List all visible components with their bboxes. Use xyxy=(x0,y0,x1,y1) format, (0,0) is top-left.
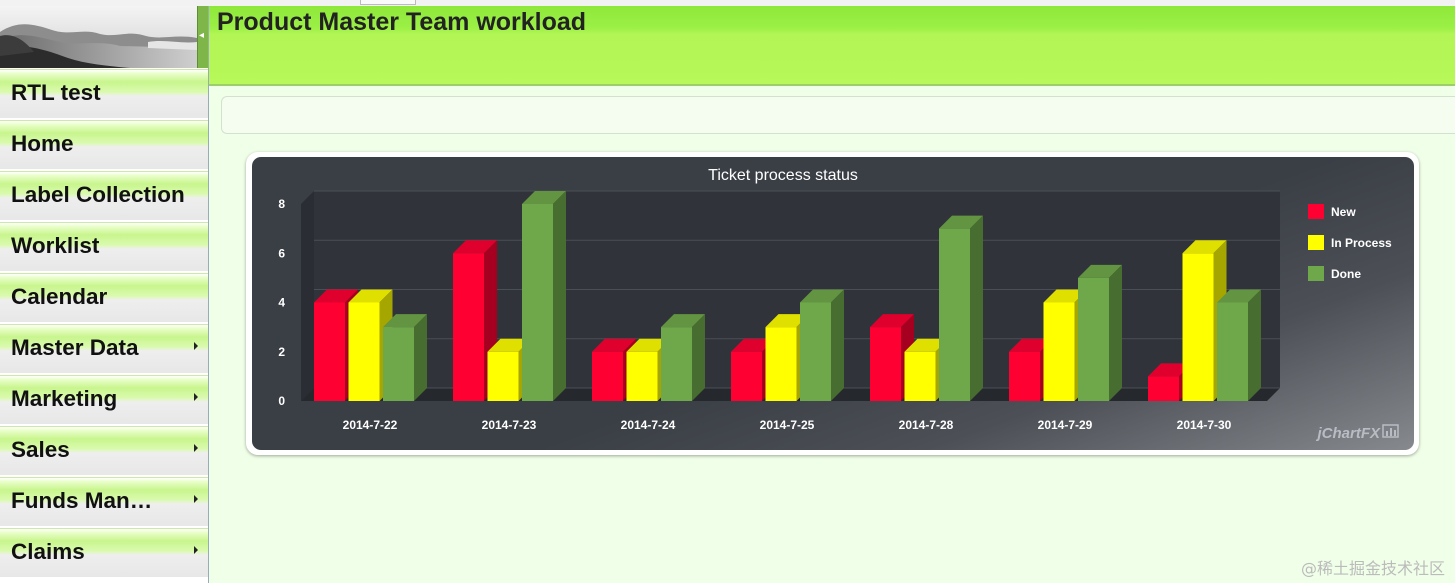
main-content: Product Master Team workload 0 2 4 6 8 2014-… xyxy=(209,6,1455,583)
x-axis-labels: 2014-7-22 2014-7-23 2014-7-24 2014-7-25 2014… xyxy=(343,418,1232,432)
top-tab-handle[interactable] xyxy=(360,0,416,5)
sidebar-item-label: Home xyxy=(11,131,74,156)
sidebar-item-funds-management[interactable]: Funds Man… xyxy=(0,477,208,526)
page-header: Product Master Team workload xyxy=(209,6,1455,86)
y-tick-label: 4 xyxy=(278,296,285,310)
x-tick-label: 2014-7-28 xyxy=(899,418,954,432)
y-axis-labels: 0 2 4 6 8 xyxy=(278,197,285,408)
x-tick-label: 2014-7-22 xyxy=(343,418,398,432)
sidebar-item-worklist[interactable]: Worklist xyxy=(0,222,208,271)
bar-in-process xyxy=(626,338,671,401)
bar-done xyxy=(939,215,983,401)
legend-label: New xyxy=(1331,205,1356,219)
bar-in-process xyxy=(487,338,532,401)
bar-new xyxy=(870,314,914,401)
submenu-arrow-icon xyxy=(194,546,198,554)
bar-done xyxy=(1217,289,1261,401)
x-tick-label: 2014-7-25 xyxy=(760,418,815,432)
submenu-arrow-icon xyxy=(194,444,198,452)
sidebar-item-master-data[interactable]: Master Data xyxy=(0,324,208,373)
bar-new xyxy=(731,338,775,401)
watermark: @稀土掘金技术社区 xyxy=(1300,559,1445,578)
brand-chart-icon xyxy=(1382,424,1399,438)
legend-swatch xyxy=(1308,266,1324,281)
sidebar-item-calendar[interactable]: Calendar xyxy=(0,273,208,322)
bar-new xyxy=(453,240,497,401)
sidebar-item-marketing[interactable]: Marketing xyxy=(0,375,208,424)
bar-new xyxy=(592,338,636,401)
sidebar-item-label: Worklist xyxy=(11,233,100,258)
sidebar-nav: RTL test Home Label Collection Worklist … xyxy=(0,69,208,579)
chart-legend: New In Process Done xyxy=(1308,204,1392,281)
submenu-arrow-icon xyxy=(194,495,198,503)
landscape-image xyxy=(0,6,197,68)
x-tick-label: 2014-7-29 xyxy=(1038,418,1093,432)
legend-label: In Process xyxy=(1331,236,1392,250)
bar-done xyxy=(800,289,844,401)
legend-item-new: New xyxy=(1308,204,1356,219)
chart-side-wall xyxy=(301,191,314,401)
chart-bars xyxy=(314,191,1261,401)
sidebar-item-label: Sales xyxy=(11,437,70,462)
sidebar-item-home[interactable]: Home xyxy=(0,120,208,169)
submenu-arrow-icon xyxy=(194,393,198,401)
banner-image xyxy=(0,6,197,68)
bar-done xyxy=(1078,264,1122,401)
sidebar-item-sales[interactable]: Sales xyxy=(0,426,208,475)
page-title: Product Master Team workload xyxy=(217,8,587,36)
toolbar-area xyxy=(221,96,1455,134)
bar-done xyxy=(522,191,566,401)
legend-swatch xyxy=(1308,204,1324,219)
y-tick-label: 6 xyxy=(278,246,285,260)
y-tick-label: 8 xyxy=(278,197,285,211)
x-tick-label: 2014-7-23 xyxy=(482,418,537,432)
sidebar-item-label: Master Data xyxy=(11,335,139,360)
sidebar-item-label: Marketing xyxy=(11,386,118,411)
sidebar-item-label: RTL test xyxy=(11,80,101,105)
bar-done xyxy=(661,314,705,401)
chart-title: Ticket process status xyxy=(708,167,858,184)
sidebar-item-label-collection[interactable]: Label Collection xyxy=(0,171,208,220)
x-tick-label: 2014-7-24 xyxy=(621,418,676,432)
sidebar-item-label: Calendar xyxy=(11,284,108,309)
sidebar-item-label: Funds Man… xyxy=(11,488,153,513)
sidebar-item-claims[interactable]: Claims xyxy=(0,528,208,577)
bar-done xyxy=(383,314,427,401)
legend-item-in-process: In Process xyxy=(1308,235,1392,250)
submenu-arrow-icon xyxy=(194,342,198,350)
sidebar: ◂ RTL test Home Label Collection Worklis… xyxy=(0,6,209,583)
sidebar-item-label: Label Collection xyxy=(11,182,185,207)
legend-item-done: Done xyxy=(1308,266,1361,281)
y-tick-label: 0 xyxy=(278,394,285,408)
top-strip xyxy=(0,0,1455,6)
collapse-sidebar-button[interactable]: ◂ xyxy=(197,6,208,68)
x-tick-label: 2014-7-30 xyxy=(1177,418,1232,432)
chart-brand-logo: jChartFX xyxy=(1315,425,1381,442)
sidebar-item-label: Claims xyxy=(11,539,85,564)
legend-swatch xyxy=(1308,235,1324,250)
legend-label: Done xyxy=(1331,267,1361,281)
y-tick-label: 2 xyxy=(278,345,285,359)
sidebar-item-rtl-test[interactable]: RTL test xyxy=(0,69,208,118)
left-arrow-icon: ◂ xyxy=(199,30,205,41)
